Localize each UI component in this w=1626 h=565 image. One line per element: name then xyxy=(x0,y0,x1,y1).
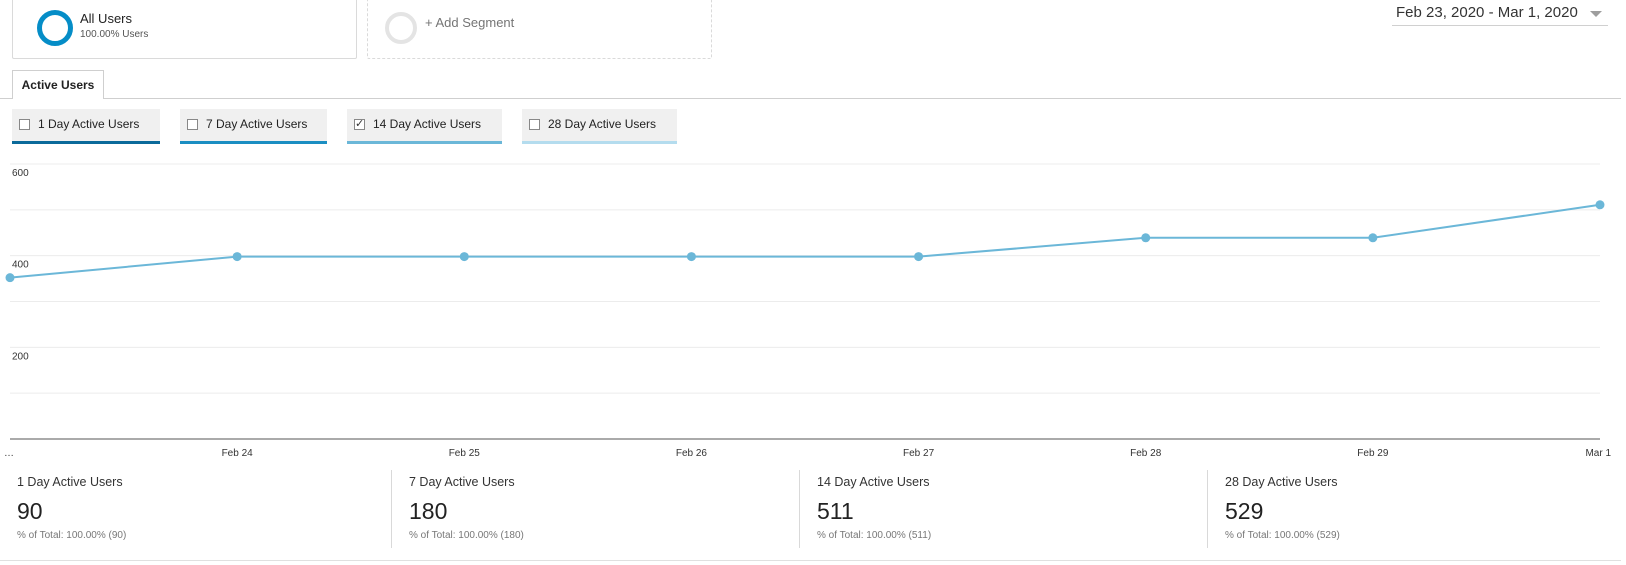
x-tick-label: Mar 1 xyxy=(1585,448,1611,459)
metric-toggle-label: 7 Day Active Users xyxy=(206,117,308,131)
active-users-line-chart: 200 400 600 … Feb 24 Feb 25 Feb 26 Feb 27 Feb 28… xyxy=(4,163,1611,459)
total-name: 14 Day Active Users xyxy=(817,475,930,489)
x-tick-label: Feb 27 xyxy=(903,448,935,459)
total-percent: % of Total: 100.00% (511) xyxy=(817,530,932,541)
total-value: 180 xyxy=(409,498,448,524)
segment-title: All Users xyxy=(80,11,133,26)
x-tick-label: Feb 24 xyxy=(222,448,254,459)
total-name: 1 Day Active Users xyxy=(17,475,123,489)
total-percent: % of Total: 100.00% (180) xyxy=(409,530,524,541)
metric-color-bar xyxy=(180,141,327,144)
total-value: 511 xyxy=(817,498,854,524)
total-name: 28 Day Active Users xyxy=(1225,475,1338,489)
data-point[interactable] xyxy=(459,252,469,262)
empty-segment-ring-icon xyxy=(385,12,417,44)
x-tick-label: Feb 26 xyxy=(676,448,708,459)
y-tick-label: 600 xyxy=(12,168,29,179)
total-14-day: 14 Day Active Users 511 % of Total: 100.… xyxy=(799,470,1207,548)
tab-divider xyxy=(0,98,1621,99)
y-tick-label: 200 xyxy=(12,351,29,362)
checkbox[interactable] xyxy=(19,119,30,130)
segment-subtitle: 100.00% Users xyxy=(80,29,149,40)
date-range-label: Feb 23, 2020 - Mar 1, 2020 xyxy=(1396,4,1578,21)
metric-color-bar xyxy=(347,141,502,144)
data-point[interactable] xyxy=(914,252,924,262)
data-point[interactable] xyxy=(232,252,242,262)
total-value: 90 xyxy=(17,498,43,524)
data-point[interactable] xyxy=(1595,200,1605,210)
caret-down-icon xyxy=(1590,11,1602,17)
metric-toggle-1-day[interactable]: 1 Day Active Users xyxy=(12,109,160,144)
total-percent: % of Total: 100.00% (529) xyxy=(1225,530,1340,541)
segment-all-users[interactable]: All Users 100.00% Users xyxy=(12,0,357,59)
data-point[interactable] xyxy=(5,273,15,283)
metric-toggle-14-day[interactable]: ✓ 14 Day Active Users xyxy=(347,109,502,144)
add-segment-label: + Add Segment xyxy=(425,15,515,30)
checkbox-checked[interactable]: ✓ xyxy=(354,118,365,130)
metric-toggle-label: 14 Day Active Users xyxy=(373,117,482,131)
x-tick-label: Feb 28 xyxy=(1130,448,1162,459)
add-segment-button[interactable]: + Add Segment xyxy=(367,0,712,59)
total-28-day: 28 Day Active Users 529 % of Total: 100.… xyxy=(1207,470,1621,548)
data-point[interactable] xyxy=(1368,233,1378,243)
data-point[interactable] xyxy=(686,252,696,262)
metric-color-bar xyxy=(12,141,160,144)
tab-active-connector xyxy=(13,97,103,100)
total-percent: % of Total: 100.00% (90) xyxy=(17,530,127,541)
metric-toggle-7-day[interactable]: 7 Day Active Users xyxy=(180,109,327,144)
total-value: 529 xyxy=(1225,498,1264,524)
series-line xyxy=(9,203,1601,279)
tab-active-users[interactable]: Active Users xyxy=(12,70,104,99)
total-name: 7 Day Active Users xyxy=(409,475,515,489)
x-tick-label: … xyxy=(4,448,14,459)
y-tick-label: 400 xyxy=(12,260,29,271)
date-range-picker[interactable]: Feb 23, 2020 - Mar 1, 2020 xyxy=(1392,2,1608,26)
checkbox[interactable] xyxy=(529,119,540,130)
metric-totals: 1 Day Active Users 90 % of Total: 100.00… xyxy=(0,470,1621,550)
checkbox[interactable] xyxy=(187,119,198,130)
total-7-day: 7 Day Active Users 180 % of Total: 100.0… xyxy=(391,470,799,548)
bottom-divider xyxy=(0,560,1621,561)
x-tick-label: Feb 29 xyxy=(1357,448,1389,459)
metric-toggle-28-day[interactable]: 28 Day Active Users xyxy=(522,109,677,144)
total-1-day: 1 Day Active Users 90 % of Total: 100.00… xyxy=(0,470,391,548)
metric-color-bar xyxy=(522,141,677,144)
x-tick-label: Feb 25 xyxy=(449,448,481,459)
metric-toggle-label: 1 Day Active Users xyxy=(38,117,140,131)
metric-toggle-label: 28 Day Active Users xyxy=(548,117,657,131)
data-point[interactable] xyxy=(1141,233,1151,243)
segment-ring-icon xyxy=(37,10,73,46)
